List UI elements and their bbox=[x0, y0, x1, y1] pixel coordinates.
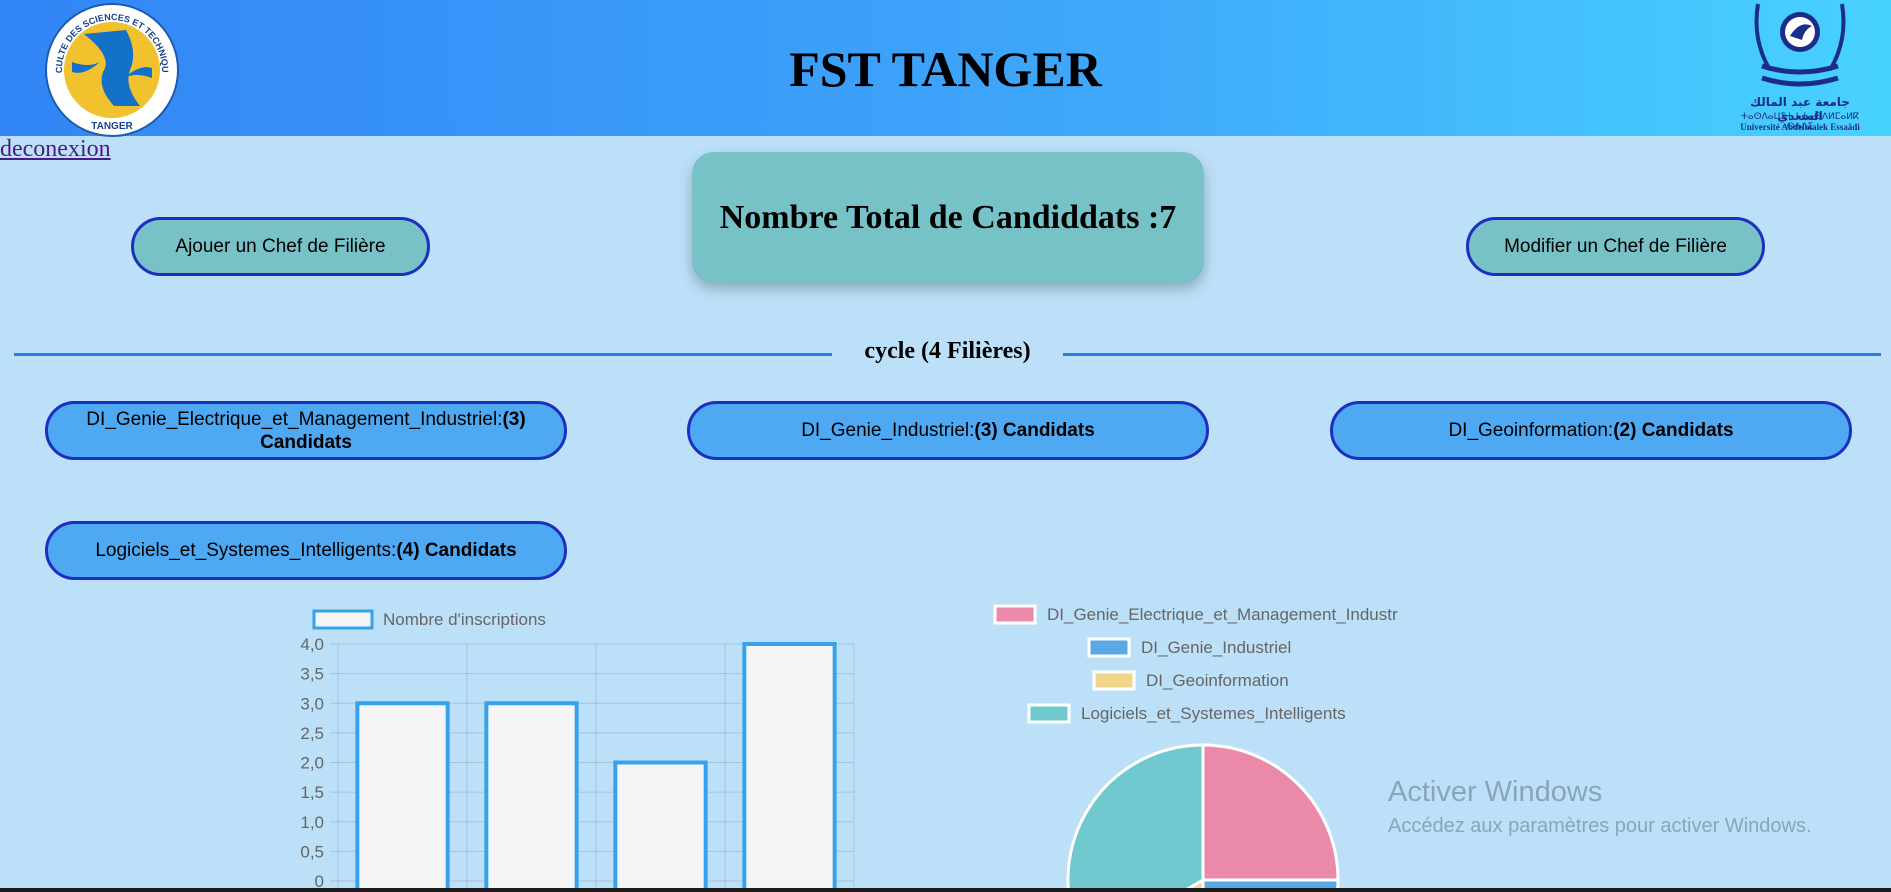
section-divider-right bbox=[1063, 353, 1881, 356]
pie-legend-swatch bbox=[993, 604, 1037, 625]
bar-y-tick-label: 0 bbox=[315, 872, 324, 891]
edit-chef-filiere-button[interactable]: Modifier un Chef de Filière bbox=[1466, 217, 1765, 276]
pie-legend-swatch bbox=[1092, 670, 1136, 691]
add-chef-filiere-button[interactable]: Ajouer un Chef de Filière bbox=[131, 217, 430, 276]
filiere-name: Logiciels_et_Systemes_Intelligents: bbox=[95, 540, 397, 561]
university-logo: جامعة عبد المالك السعدي ⵜⴰⵙⴷⴰⵡⵉⵜ ⵏ ⵄⴰⴱⴷⵍ… bbox=[1730, 0, 1870, 136]
filiere-count: (3) Candidats bbox=[974, 420, 1095, 441]
bar-y-tick-label: 1,5 bbox=[300, 783, 324, 802]
total-candidates-card: Nombre Total de Candiddats :7 bbox=[692, 152, 1204, 283]
taskbar-edge bbox=[0, 888, 1891, 892]
filiere-card-geoinformation[interactable]: DI_Geoinformation:(2) Candidats bbox=[1330, 401, 1852, 460]
bar-mark bbox=[355, 701, 450, 892]
filiere-name: DI_Genie_Electrique_et_Management_Indust… bbox=[86, 408, 503, 430]
filiere-card-logiciels[interactable]: Logiciels_et_Systemes_Intelligents:(4) C… bbox=[45, 521, 567, 580]
filiere-name: DI_Geoinformation: bbox=[1448, 420, 1614, 441]
filiere-name: DI_Genie_Industriel: bbox=[801, 420, 975, 441]
pie-legend-label: Logiciels_et_Systemes_Intelligents bbox=[1081, 704, 1346, 723]
section-divider-left bbox=[14, 353, 832, 356]
filiere-card-genie-industriel[interactable]: DI_Genie_Industriel:(3) Candidats bbox=[687, 401, 1209, 460]
logo-left-bottom-text: TANGER bbox=[91, 121, 133, 132]
bar-mark bbox=[742, 642, 837, 892]
pie-slice bbox=[1066, 743, 1205, 892]
filiere-count: (3) Candidats bbox=[260, 408, 526, 453]
pie-legend-swatch bbox=[1087, 637, 1131, 658]
bar-mark bbox=[613, 760, 708, 892]
filiere-count: (2) Candidats bbox=[1613, 420, 1734, 441]
bar-y-tick-label: 1,0 bbox=[300, 813, 324, 832]
pie-legend-swatch bbox=[1027, 703, 1071, 724]
pie-legend-label: DI_Genie_Electrique_et_Management_Indust… bbox=[1047, 605, 1398, 624]
filiere-count: (4) Candidats bbox=[396, 540, 517, 561]
logout-link[interactable]: deconexion bbox=[0, 136, 111, 162]
pie-chart: DI_Genie_Electrique_et_Management_Indust… bbox=[993, 604, 1398, 892]
university-name-french: Université Abdelmalek Essaâdi bbox=[1740, 122, 1860, 132]
bar-mark bbox=[484, 701, 579, 892]
bar-y-tick-label: 2,5 bbox=[300, 724, 324, 743]
filiere-card-genie-electrique[interactable]: DI_Genie_Electrique_et_Management_Indust… bbox=[45, 401, 567, 460]
pie-slice bbox=[1201, 743, 1340, 882]
pie-legend-label: DI_Geoinformation bbox=[1146, 671, 1289, 690]
university-name-tifinagh: ⵜⴰⵙⴷⴰⵡⵉⵜ ⵏ ⵄⴰⴱⴷⵍⵎⴰⵍⴽ ⵙⵄⴷⵉ bbox=[1740, 112, 1860, 132]
page-title: FST TANGER bbox=[789, 41, 1102, 97]
bar-chart: 4,0 3,5 3,0 2,5 2,0 1,5 1,0 0,5 0 Nombre d'inscr… bbox=[300, 609, 855, 892]
bar-y-tick-label: 3,0 bbox=[300, 694, 324, 713]
windows-activation-watermark: Activer Windows Accédez aux paramètres p… bbox=[1388, 776, 1812, 838]
bar-y-tick-label: 4,0 bbox=[300, 635, 324, 654]
pie-legend-label: DI_Genie_Industriel bbox=[1141, 638, 1291, 657]
watermark-title: Activer Windows bbox=[1388, 776, 1603, 808]
bar-y-tick-label: 2,0 bbox=[300, 754, 324, 773]
university-name-arabic: جامعة عبد المالك السعدي bbox=[1750, 95, 1850, 123]
bar-y-tick-label: 3,5 bbox=[300, 665, 324, 684]
watermark-subtitle: Accédez aux paramètres pour activer Wind… bbox=[1388, 815, 1812, 837]
fst-logo: FACULTE DES SCIENCES ET TECHNIQUES TANGE… bbox=[41, 0, 180, 138]
cycle-heading: cycle (4 Filières) bbox=[864, 338, 1031, 364]
bar-y-tick-label: 0,5 bbox=[300, 842, 324, 861]
bar-legend-label: Nombre d'inscriptions bbox=[383, 610, 546, 629]
bar-legend-swatch bbox=[312, 609, 374, 630]
page-header: FACULTE DES SCIENCES ET TECHNIQUES TANGE… bbox=[0, 0, 1891, 138]
